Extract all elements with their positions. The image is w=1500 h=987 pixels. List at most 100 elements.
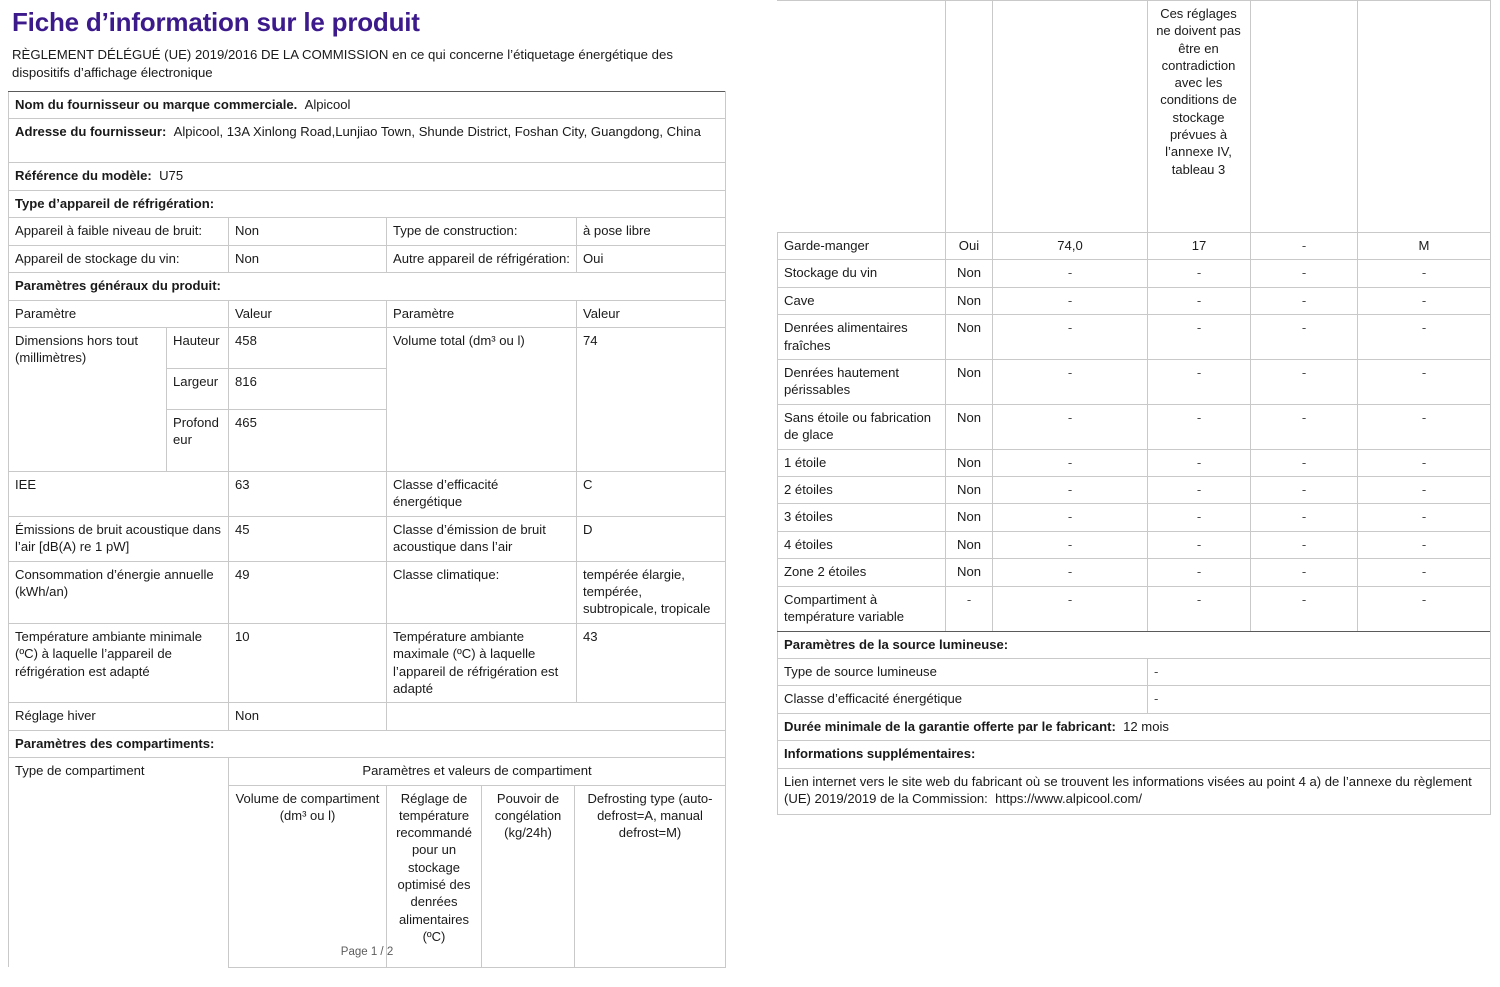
energy-class-label: Classe d’efficacité énergétique	[386, 470, 577, 517]
noise-class-value: D	[576, 515, 726, 562]
compartment-type: Cave	[777, 286, 946, 316]
dimension-value-height: 458	[228, 326, 387, 369]
supplier-address-label: Adresse du fournisseur:	[15, 124, 167, 140]
table-row: Compartiment à température variable - - - - -	[777, 585, 1491, 632]
warranty-value: 12 mois	[1123, 718, 1169, 734]
other-appliance-value: Oui	[576, 244, 726, 274]
general-params-section-label: Paramètres généraux du produit:	[8, 272, 726, 301]
compartment-defrost: -	[1357, 359, 1491, 405]
model-reference-row: Référence du modèle: U75	[8, 162, 726, 191]
compartment-volume: 74,0	[992, 231, 1148, 261]
compartment-type: 2 étoiles	[777, 476, 946, 505]
page-2: Ces réglages ne doivent pas être en cont…	[777, 0, 1491, 815]
compartment-volume: -	[992, 403, 1148, 450]
compartments-section-label: Paramètres des compartiments:	[8, 729, 726, 759]
regulation-reference: RÈGLEMENT DÉLÉGUÉ (UE) 2019/2016 DE LA C…	[12, 46, 389, 62]
compartment-defrost: -	[1357, 558, 1491, 587]
compartment-defrost: -	[1357, 530, 1491, 560]
noise-emission-label: Émissions de bruit acoustique dans l’air…	[8, 515, 229, 562]
table-row: IEE 63 Classe d’efficacité énergétique C	[8, 470, 726, 517]
compartment-defrost: -	[1357, 476, 1491, 505]
light-source-section-row: Paramètres de la source lumineuse:	[777, 630, 1491, 659]
climate-class-value: tempérée élargie, tempérée, subtropicale…	[576, 560, 726, 624]
compartment-temperature: -	[1147, 403, 1251, 450]
compartment-type: Zone 2 étoiles	[777, 558, 946, 587]
compartment-present: Non	[945, 530, 993, 560]
regulation-subtitle: RÈGLEMENT DÉLÉGUÉ (UE) 2019/2016 DE LA C…	[12, 46, 720, 83]
column-header-value-1: Valeur	[228, 299, 387, 328]
compartment-present: Non	[945, 476, 993, 505]
column-header-defrosting-type: Defrosting type (auto-defrost=A, manual …	[574, 784, 726, 968]
table-row: Sans étoile ou fabrication de glace Non - -…	[777, 403, 1491, 450]
warranty-cell: Durée minimale de la garantie offerte pa…	[777, 712, 1491, 742]
compartment-type: 4 étoiles	[777, 530, 946, 560]
compartment-present: Non	[945, 558, 993, 587]
compartment-freezing: -	[1250, 530, 1358, 560]
general-params-section-row: Paramètres généraux du produit:	[8, 272, 726, 301]
regulation-scope: en ce qui concerne l’étiquetage énergéti…	[12, 46, 673, 81]
compartments-data-table: Garde-manger Oui 74,0 17- M Stockage du vin No…	[777, 231, 1491, 632]
table-row: 1 étoile Non - - - -	[777, 448, 1491, 478]
iee-label: IEE	[8, 470, 229, 517]
page-1: Fiche d’information sur le produit RÈGLE…	[8, 0, 726, 968]
dimension-value-width: 816	[228, 367, 387, 410]
light-source-type-label: Type de source lumineuse	[777, 657, 1148, 687]
low-noise-label: Appareil à faible niveau de bruit:	[8, 217, 229, 246]
dimensions-table: Dimensions hors tout (millimètres) Haute…	[8, 326, 726, 472]
construction-label: Type de construction:	[386, 217, 577, 246]
page-title: Fiche d’information sur le produit	[12, 7, 420, 37]
column-header-value-2: Valeur	[576, 299, 726, 328]
continuation-cell-defrost	[1356, 0, 1491, 233]
compartment-present: Non	[945, 403, 993, 450]
continuation-note: Ces réglages ne doivent pas être en cont…	[1146, 0, 1251, 233]
additional-info-section-row: Informations supplémentaires:	[777, 740, 1491, 769]
compartment-freezing: -	[1250, 314, 1358, 361]
supplier-name-value: Alpicool	[304, 97, 351, 113]
additional-info-cell: Lien internet vers le site web du fabric…	[777, 767, 1491, 815]
appliance-type-section-row: Type d’appareil de réfrigération:	[8, 189, 726, 219]
table-row: Consommation d’énergie annuelle (kWh/an)…	[8, 560, 726, 624]
total-volume-value: 74	[576, 326, 726, 472]
additional-info-section-label: Informations supplémentaires:	[777, 740, 1491, 769]
table-row: 3 étoiles Non - - - -	[777, 503, 1491, 532]
compartment-type: 1 étoile	[777, 448, 946, 478]
column-header-compartment-type: Type de compartiment	[8, 757, 229, 968]
compartments-group-header: Paramètres et valeurs de compartiment	[228, 757, 726, 786]
compartment-freezing: -	[1250, 359, 1358, 405]
climate-class-label: Classe climatique:	[386, 560, 577, 624]
winter-setting-value: Non	[228, 702, 387, 731]
compartment-volume: -	[992, 558, 1148, 587]
compartment-temperature: -	[1147, 448, 1251, 478]
compartments-continuation-header: Ces réglages ne doivent pas être en cont…	[777, 0, 1491, 233]
table-row: Garde-manger Oui 74,0 17- M	[777, 231, 1491, 261]
compartment-temperature: -	[1147, 359, 1251, 405]
table-row: Cave Non - - - -	[777, 286, 1491, 316]
model-reference-cell: Référence du modèle: U75	[8, 162, 726, 191]
compartment-temperature: -	[1147, 286, 1251, 316]
annual-energy-label: Consommation d’énergie annuelle (kWh/an)	[8, 560, 229, 624]
light-source-class-label: Classe d’efficacité énergétique	[777, 685, 1148, 714]
manufacturer-website-link[interactable]: https://www.alpicool.com/	[995, 790, 1143, 806]
supplier-name-row: Nom du fournisseur ou marque commerciale…	[8, 91, 726, 120]
continuation-cell-volume	[991, 0, 1148, 233]
iee-value: 63	[228, 470, 387, 517]
compartment-freezing: -	[1250, 558, 1358, 587]
noise-emission-value: 45	[228, 515, 387, 562]
low-noise-value: Non	[228, 217, 387, 246]
compartment-freezing: -	[1250, 403, 1358, 450]
compartment-type: Stockage du vin	[777, 259, 946, 288]
compartment-present: Non	[945, 503, 993, 532]
continuation-cell-type	[777, 0, 946, 233]
dimension-value-depth: 465	[228, 408, 387, 472]
general-params-header-row: Paramètre Valeur Paramètre Valeur	[8, 299, 726, 328]
light-source-type-value: -	[1147, 657, 1491, 687]
compartments-group-header-row: Type de compartiment Paramètres et valeu…	[8, 757, 726, 968]
compartment-defrost: M	[1357, 231, 1491, 261]
compartment-volume: -	[992, 503, 1148, 532]
table-row: Réglage hiver Non	[8, 702, 726, 731]
wine-storage-value: Non	[228, 244, 387, 274]
supplier-address-value: Alpicool, 13A Xinlong Road,Lunjiao Town,…	[173, 124, 701, 140]
compartment-defrost: -	[1357, 503, 1491, 532]
compartment-volume: -	[992, 286, 1148, 316]
